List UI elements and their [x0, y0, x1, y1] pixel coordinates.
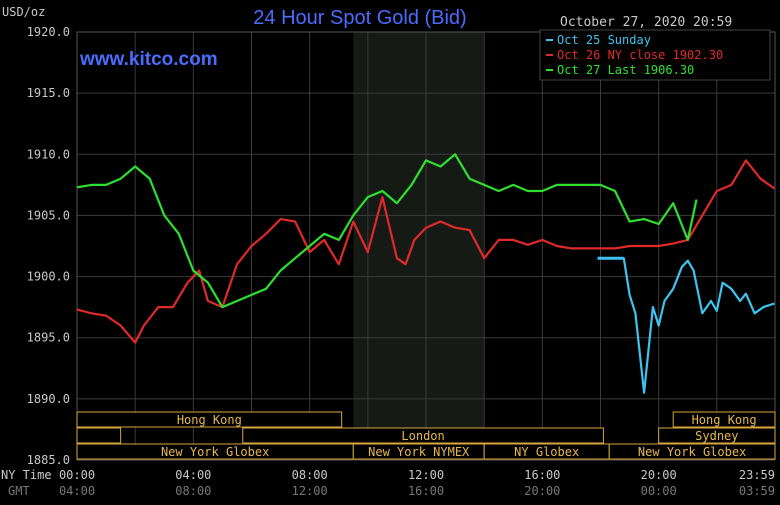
session-bar [242, 427, 604, 444]
session-bar [76, 427, 122, 444]
gmt-label: GMT [8, 484, 30, 498]
x-tick-label-gmt: 00:00 [641, 484, 677, 498]
session-bars: Hong Kong Hong Kong London Sydney New York G… [76, 411, 776, 460]
y-tick-label: 1910.0 [27, 147, 70, 161]
y-axis-ticks: 1920.0 1915.0 1910.0 1905.0 1900.0 1895.0 1890… [27, 25, 70, 467]
session-label: Hong Kong [692, 413, 757, 427]
session-bar [658, 427, 776, 444]
x-tick-label-gmt: 20:00 [524, 484, 560, 498]
session-label: New York NYMEX [368, 445, 470, 459]
x-tick-label-ny: 12:00 [408, 468, 444, 482]
series-lines [76, 153, 776, 394]
legend-entry: Oct 26 NY close 1902.30 [557, 48, 723, 62]
shaded-band [353, 32, 485, 460]
ny-time-label: NY Time [1, 468, 52, 482]
session-bar [76, 411, 343, 428]
session-label: New York Globex [638, 445, 746, 459]
legend-box [539, 29, 771, 81]
website-label: www.kitco.com [79, 49, 218, 70]
y-tick-label: 1885.0 [27, 453, 70, 467]
chart-title: 24 Hour Spot Gold (Bid) [253, 7, 466, 29]
session-label: London [401, 429, 444, 443]
series-line [76, 153, 698, 309]
session-bar [672, 411, 776, 428]
y-tick-label: 1915.0 [27, 86, 70, 100]
series-line [600, 257, 775, 394]
x-tick-label-ny: 23:59 [739, 468, 775, 482]
x-axis-ticks: 00:00 04:00 08:00 12:00 16:00 20:00 23:59 04:00… [59, 468, 775, 498]
x-tick-label-ny: 20:00 [641, 468, 677, 482]
legend-entry: Oct 27 Last 1906.30 [557, 63, 694, 77]
grid [76, 31, 776, 461]
shaded-region [353, 32, 485, 460]
x-tick-label-gmt: 12:00 [292, 484, 328, 498]
session-label: NY Globex [514, 445, 579, 459]
timestamp: October 27, 2020 20:59 [560, 15, 732, 30]
x-tick-label-ny: 08:00 [292, 468, 328, 482]
session-label: Sydney [695, 429, 738, 443]
y-tick-label: 1920.0 [27, 25, 70, 39]
x-tick-label-gmt: 08:00 [175, 484, 211, 498]
x-tick-label-gmt: 16:00 [408, 484, 444, 498]
session-label: Hong Kong [177, 413, 242, 427]
y-tick-label: 1900.0 [27, 270, 70, 284]
x-tick-label-ny: 00:00 [59, 468, 95, 482]
x-tick-label-gmt: 04:00 [59, 484, 95, 498]
y-tick-label: 1895.0 [27, 331, 70, 345]
legend-entry: Oct 25 Sunday [557, 33, 651, 47]
y-tick-label: 1905.0 [27, 208, 70, 222]
x-tick-label-ny: 04:00 [175, 468, 211, 482]
session-bar [608, 443, 776, 460]
y-axis-unit: USD/oz [2, 5, 45, 19]
x-tick-label-ny: 16:00 [524, 468, 560, 482]
y-tick-label: 1890.0 [27, 392, 70, 406]
session-label: New York Globex [161, 445, 269, 459]
x-tick-label-gmt: 03:59 [739, 484, 775, 498]
series-line [76, 159, 776, 344]
plot-frame [76, 31, 776, 461]
